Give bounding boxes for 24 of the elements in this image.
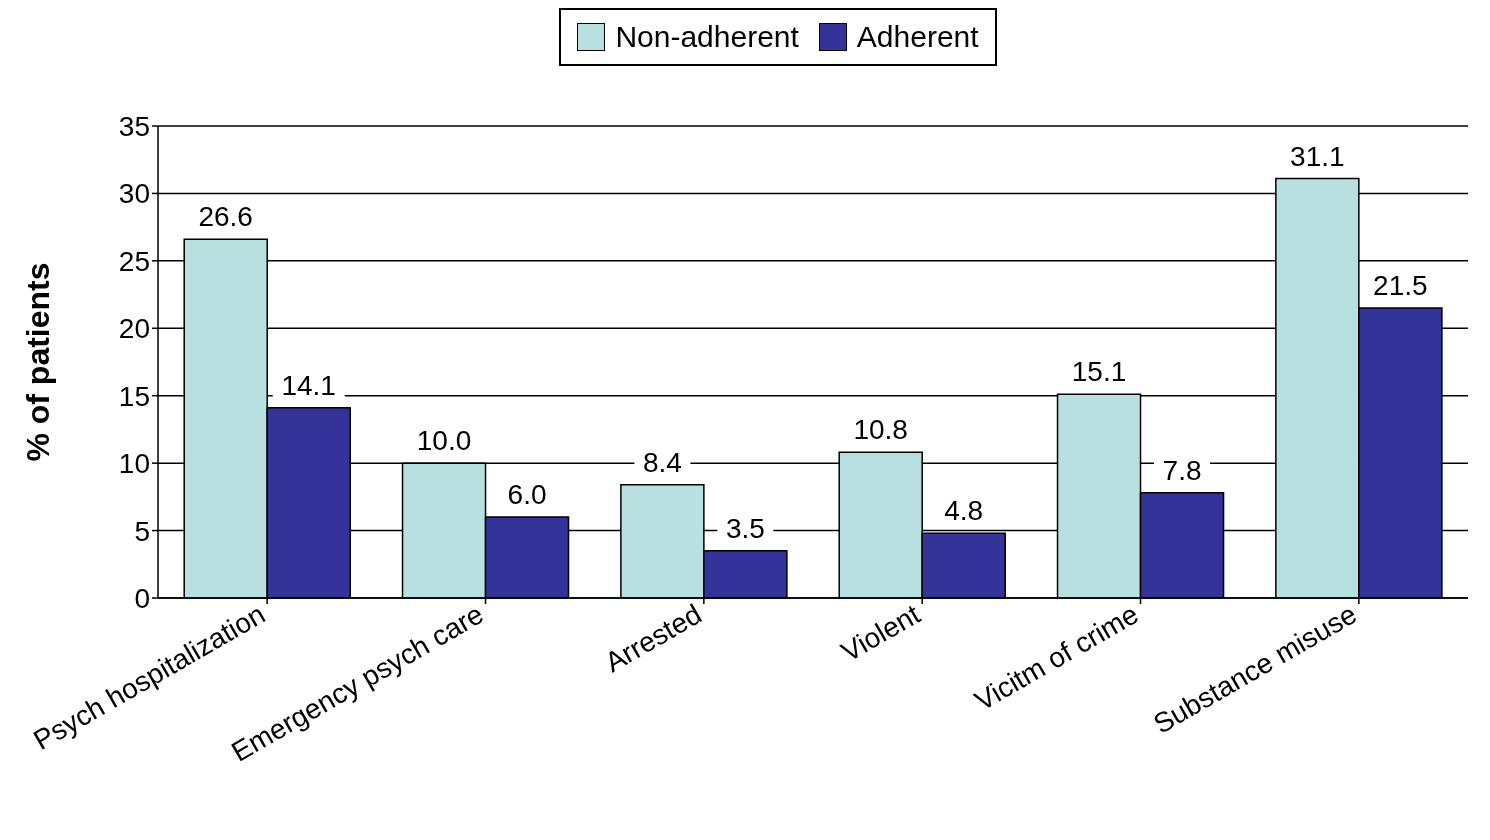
y-tick-label: 15	[118, 380, 150, 412]
data-label: 31.1	[1290, 140, 1345, 172]
legend-label: Adherent	[855, 20, 979, 54]
data-label: 10.0	[416, 425, 472, 457]
data-label: 4.8	[944, 495, 984, 527]
data-label: 15.1	[1071, 356, 1127, 388]
x-tick-label: Vicitm of crime	[969, 598, 1144, 717]
data-label: 21.5	[1373, 270, 1428, 302]
y-tick-label: 25	[118, 245, 150, 277]
data-label: 7.8	[1162, 454, 1202, 486]
data-label: 8.4	[642, 446, 682, 478]
y-tick-label: 0	[134, 582, 150, 614]
data-label: 26.6	[198, 201, 253, 233]
legend-label: Non-adherent	[614, 20, 799, 54]
y-tick-label: 30	[118, 178, 150, 210]
y-axis-title: % of patients	[20, 262, 57, 462]
y-tick-label: 35	[118, 110, 150, 142]
data-label: 6.0	[507, 479, 547, 511]
y-tick-label: 10	[118, 448, 150, 480]
data-label: 3.5	[725, 512, 765, 544]
data-label: 14.1	[281, 369, 336, 401]
y-tick-label: 20	[118, 313, 150, 345]
y-tick-label: 5	[134, 515, 150, 547]
data-label: 10.8	[853, 414, 908, 446]
